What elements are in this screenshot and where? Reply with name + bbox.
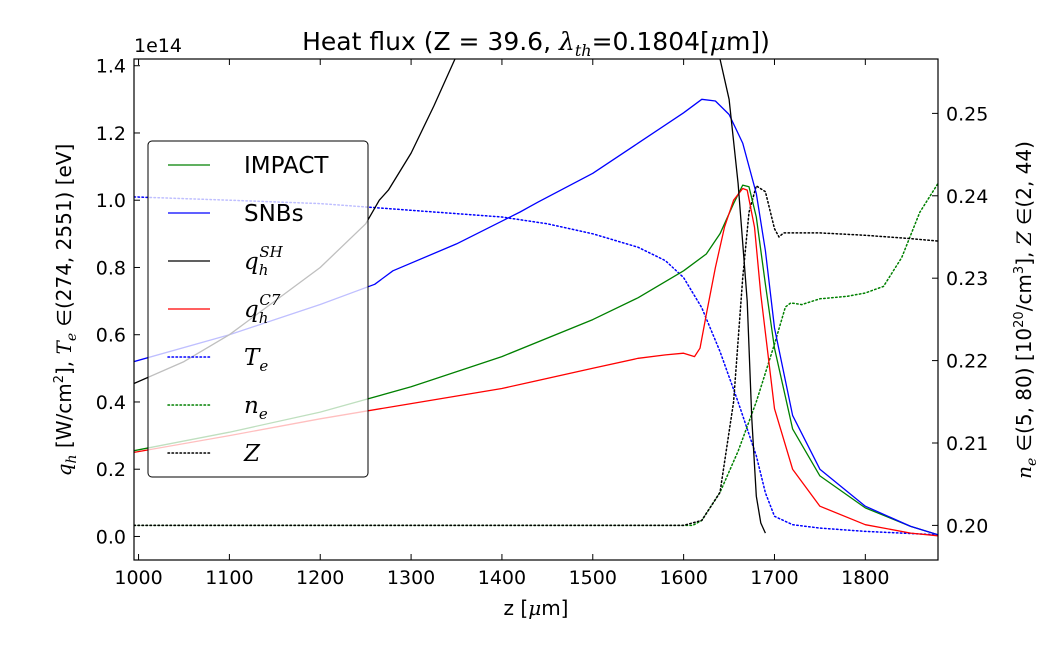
left-tick-label: 0.6	[96, 325, 126, 347]
x-tick-label: 1300	[387, 567, 435, 589]
y-offset-text: 1e14	[134, 35, 182, 57]
legend-label-impact: IMPACT	[244, 153, 329, 179]
x-axis-ticks: 1000 1100 1200 1300 1400 1500 1600 1700 1800	[114, 59, 890, 589]
series-line-snbs	[134, 98, 938, 536]
legend: IMPACT SNBs qhSH qhC7 Te ne Z	[147, 140, 369, 478]
x-axis-title: z [μm]	[504, 596, 569, 620]
plot-frame	[133, 58, 939, 561]
left-tick-label: 1.0	[96, 190, 126, 212]
right-axis-title: ne ∈(5, 80) [1020/cm3], Z ∈(2, 44)	[1012, 141, 1040, 479]
x-tick-label: 1500	[569, 567, 617, 589]
right-tick-label: 0.21	[946, 433, 988, 455]
x-tick-label: 1100	[205, 567, 253, 589]
legend-label-te: Te	[244, 345, 268, 375]
legend-label-qhsh: qhSH	[244, 243, 284, 279]
left-tick-label: 0.8	[96, 257, 126, 279]
left-tick-label: 0.4	[96, 392, 126, 414]
chart-title: Heat flux (Z = 39.6, λth=0.1804[μm])	[302, 27, 770, 60]
x-tick-label: 1000	[114, 567, 162, 589]
x-tick-label: 1400	[478, 567, 526, 589]
x-tick-label: 1200	[296, 567, 344, 589]
legend-label-snbs: SNBs	[244, 201, 304, 227]
left-tick-label: 1.4	[96, 56, 126, 78]
series-line-te	[134, 196, 938, 536]
x-tick-label: 1800	[841, 567, 889, 589]
legend-box	[147, 140, 369, 478]
right-tick-label: 0.24	[946, 186, 988, 208]
legend-label-z: Z	[243, 441, 261, 467]
right-tick-label: 0.23	[946, 268, 988, 290]
x-tick-label: 1600	[659, 567, 707, 589]
left-axis-ticks: 0.0 0.2 0.4 0.6 0.8 1.0 1.2 1.4	[96, 56, 140, 548]
left-tick-label: 1.2	[96, 123, 126, 145]
left-tick-label: 0.2	[96, 459, 126, 481]
right-axis-ticks: 0.20 0.21 0.22 0.23 0.24 0.25	[932, 103, 988, 537]
series-line-qhc7	[134, 187, 938, 537]
right-tick-label: 0.20	[946, 515, 988, 537]
x-tick-label: 1700	[750, 567, 798, 589]
legend-label-ne: ne	[244, 393, 268, 423]
left-axis-title: qh [W/cm2], Te ∈(274, 2551) [eV]	[52, 144, 80, 477]
series-line-impact	[134, 184, 938, 536]
left-tick-label: 0.0	[96, 526, 126, 548]
right-tick-label: 0.25	[946, 103, 988, 125]
legend-label-qhc7: qhC7	[244, 291, 281, 327]
series-line-ne	[134, 182, 938, 527]
right-tick-label: 0.22	[946, 351, 988, 373]
series-line-z	[134, 185, 938, 527]
